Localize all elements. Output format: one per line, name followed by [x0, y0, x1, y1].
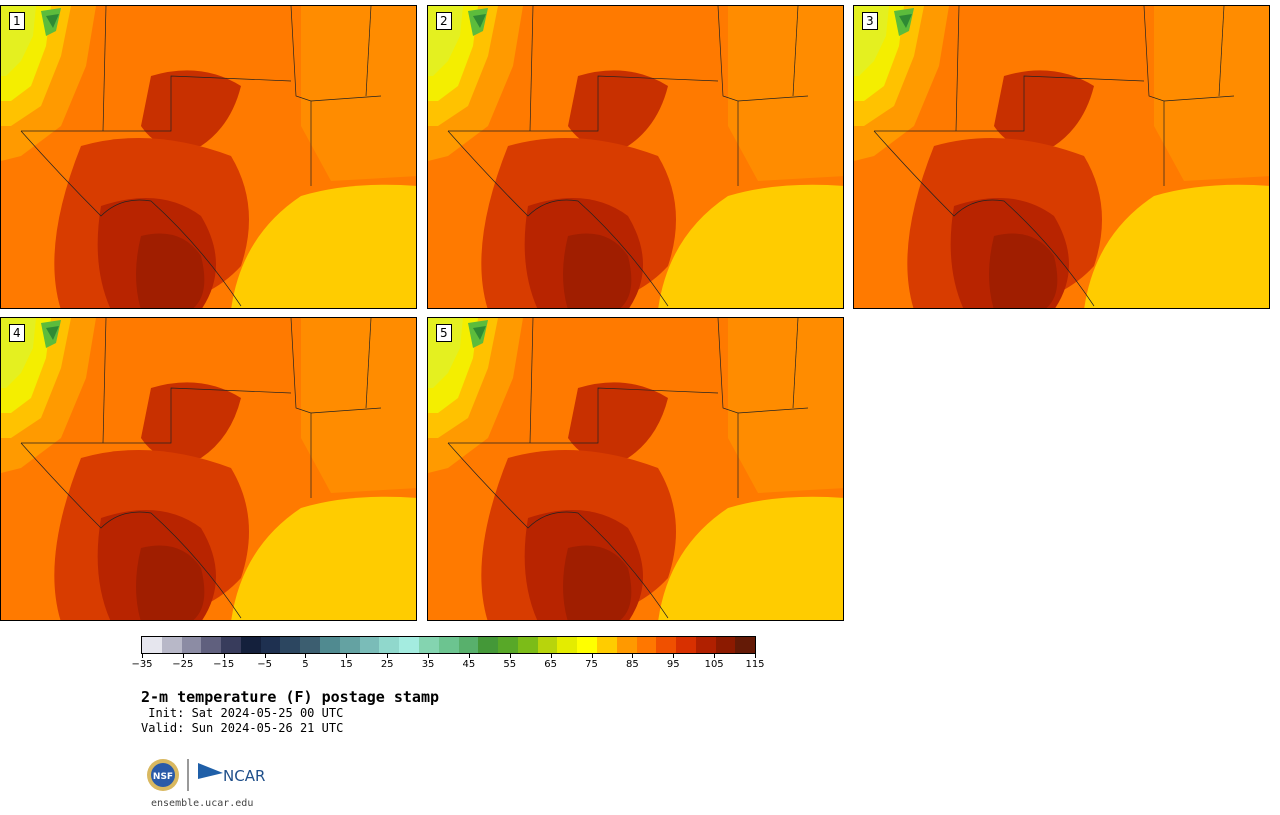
colorbar-tick [673, 654, 675, 658]
temperature-map [428, 6, 843, 308]
panel-label: 4 [9, 324, 25, 342]
colorbar-tick-label: 15 [339, 659, 353, 670]
colorbar-tick-label: 55 [503, 659, 517, 670]
colorbar-tick [550, 654, 552, 658]
colorbar-tick [346, 654, 348, 658]
colorbar-tick [591, 654, 593, 658]
colorbar-tick-label: 65 [544, 659, 558, 670]
colorbar-bin [715, 637, 736, 653]
colorbar-bin [280, 637, 301, 653]
colorbar-bin [557, 637, 578, 653]
panel-label: 5 [436, 324, 452, 342]
colorbar-bin [676, 637, 696, 653]
colorbar-bin [339, 637, 360, 653]
colorbar-bin [577, 637, 597, 653]
colorbar-ticks: −35 −25 −15 −5 5 15 25 35 45 55 65 75 85 95 105 115 [131, 654, 765, 676]
colorbar-tick-label: 115 [745, 659, 765, 670]
colorbar-tick-label: 85 [626, 659, 639, 670]
map-panel-3: 3 [853, 5, 1270, 309]
logos: NSF NCAR [145, 757, 275, 797]
temperature-map [1, 318, 416, 620]
colorbar-tick-label: 45 [462, 659, 476, 670]
colorbar-bin [240, 637, 261, 653]
colorbar-tick-label: −35 [131, 659, 153, 670]
colorbar [141, 636, 756, 654]
colorbar-tick [632, 654, 634, 658]
colorbar-bin [636, 637, 657, 653]
colorbar-bin [656, 637, 677, 653]
map-panel-4: 4 [0, 317, 417, 621]
nsf-text: NSF [153, 772, 173, 782]
colorbar-tick-label: 75 [585, 659, 598, 670]
temperature-map [1, 6, 416, 308]
map-panel-2: 2 [427, 5, 844, 309]
colorbar-tick [182, 654, 184, 658]
colorbar-bin [142, 637, 162, 653]
nsf-ncar-logo: NSF NCAR [147, 759, 265, 791]
colorbar-bin [418, 637, 439, 653]
colorbar-bin [735, 637, 756, 653]
colorbar-tick-label: −15 [213, 659, 235, 670]
colorbar-bin [161, 637, 182, 653]
temperature-map [854, 6, 1269, 308]
colorbar-bin [379, 637, 400, 653]
colorbar-tick-label: −25 [172, 659, 194, 670]
panel-label: 3 [862, 12, 878, 30]
colorbar-bin [260, 637, 281, 653]
colorbar-tick [305, 654, 307, 658]
colorbar-tick [428, 654, 430, 658]
plot-title: 2-m temperature (F) postage stamp [141, 688, 440, 706]
colorbar-bin [359, 637, 380, 653]
colorbar-tick [468, 654, 470, 658]
colorbar-tick-label: 35 [421, 659, 435, 670]
colorbar-tick [223, 654, 225, 658]
colorbar-tick [755, 654, 756, 658]
colorbar-bin [300, 637, 321, 653]
colorbar-bin [537, 637, 558, 653]
colorbar-bin [201, 637, 222, 653]
map-panel-1: 1 [0, 5, 417, 309]
colorbar-bin [517, 637, 538, 653]
colorbar-tick [387, 654, 389, 658]
valid-time: Valid: Sun 2024-05-26 21 UTC [141, 721, 344, 735]
init-time: Init: Sat 2024-05-25 00 UTC [141, 706, 344, 720]
colorbar-tick [264, 654, 266, 658]
ncar-text: NCAR [223, 767, 265, 785]
colorbar-tick [714, 654, 716, 658]
colorbar-tick-label: 95 [666, 659, 680, 670]
panel-label: 2 [436, 12, 452, 30]
colorbar-tick-label: 105 [704, 659, 724, 670]
website-url: ensemble.ucar.edu [151, 798, 254, 809]
colorbar-tick-label: −5 [257, 659, 272, 670]
colorbar-bin [438, 637, 459, 653]
colorbar-bin [616, 637, 637, 653]
panel-label: 1 [9, 12, 25, 30]
colorbar-bin [478, 637, 499, 653]
colorbar-bin [498, 637, 518, 653]
colorbar-bin [695, 637, 716, 653]
colorbar-bin [596, 637, 617, 653]
colorbar-tick [142, 654, 143, 658]
colorbar-bin [399, 637, 419, 653]
colorbar-bin [458, 637, 479, 653]
colorbar-bin [320, 637, 340, 653]
colorbar-bin [181, 637, 202, 653]
temperature-map [428, 318, 843, 620]
colorbar-tick-label: 25 [380, 659, 394, 670]
colorbar-bin [221, 637, 241, 653]
map-panel-5: 5 [427, 317, 844, 621]
colorbar-tick-label: 5 [302, 659, 309, 670]
colorbar-tick [509, 654, 511, 658]
